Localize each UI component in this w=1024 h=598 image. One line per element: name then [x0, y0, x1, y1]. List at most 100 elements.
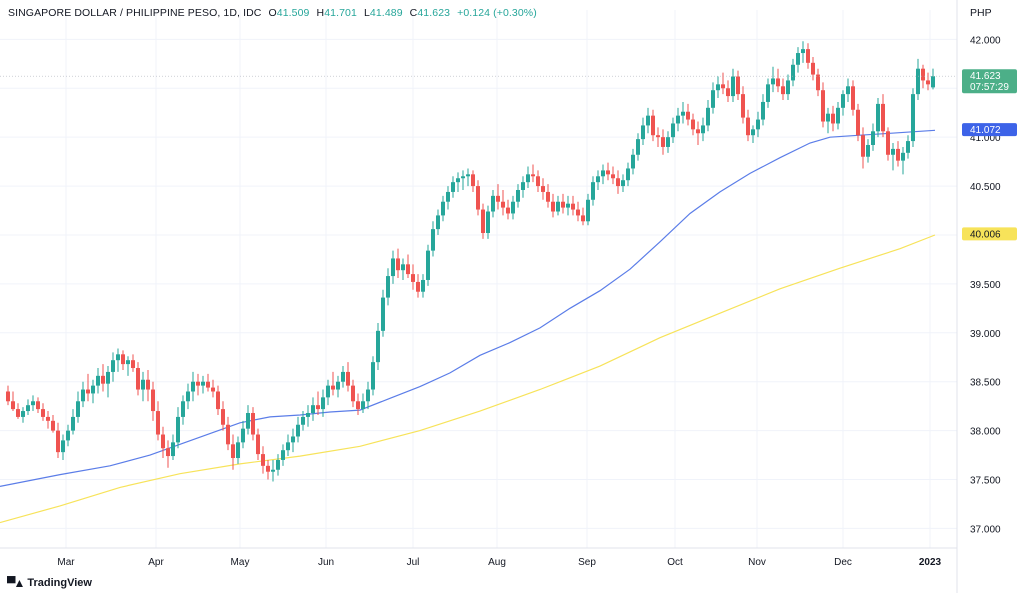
candle[interactable]: [311, 397, 315, 421]
candle[interactable]: [806, 43, 810, 69]
candle[interactable]: [836, 101, 840, 130]
candle[interactable]: [186, 383, 190, 410]
candle[interactable]: [201, 375, 205, 394]
candle[interactable]: [96, 368, 100, 394]
candle[interactable]: [526, 166, 530, 189]
candle[interactable]: [471, 170, 475, 192]
candle[interactable]: [766, 78, 770, 108]
candle[interactable]: [746, 109, 750, 142]
candle[interactable]: [506, 199, 510, 220]
candle[interactable]: [511, 195, 515, 220]
candle[interactable]: [41, 403, 45, 421]
candle[interactable]: [101, 364, 105, 392]
candle[interactable]: [341, 366, 345, 388]
candle[interactable]: [416, 274, 420, 298]
candle[interactable]: [66, 424, 70, 447]
candle[interactable]: [646, 107, 650, 134]
candle[interactable]: [771, 66, 775, 93]
candle[interactable]: [116, 348, 120, 372]
candle[interactable]: [221, 401, 225, 431]
candle[interactable]: [336, 375, 340, 398]
candle[interactable]: [621, 174, 625, 192]
candle[interactable]: [931, 68, 935, 90]
candle[interactable]: [611, 166, 615, 185]
candle[interactable]: [491, 189, 495, 218]
candle[interactable]: [441, 195, 445, 222]
candle[interactable]: [591, 176, 595, 206]
candle[interactable]: [196, 373, 200, 396]
candle[interactable]: [146, 369, 150, 402]
candle[interactable]: [6, 385, 10, 406]
candle[interactable]: [291, 428, 295, 453]
candle[interactable]: [31, 395, 35, 412]
candle[interactable]: [81, 381, 85, 408]
candle[interactable]: [226, 416, 230, 451]
candle[interactable]: [891, 143, 895, 171]
candle[interactable]: [71, 409, 75, 435]
candle[interactable]: [666, 131, 670, 153]
candle[interactable]: [421, 274, 425, 298]
candle[interactable]: [26, 399, 30, 415]
candle[interactable]: [106, 366, 110, 398]
tradingview-logo[interactable]: ▀▲ TradingView: [7, 576, 92, 590]
candle[interactable]: [826, 107, 830, 134]
candle[interactable]: [871, 123, 875, 151]
candle[interactable]: [51, 414, 55, 433]
candle[interactable]: [156, 401, 160, 441]
candle[interactable]: [661, 129, 665, 155]
candle[interactable]: [266, 459, 270, 480]
candle[interactable]: [451, 176, 455, 198]
candle[interactable]: [406, 254, 410, 279]
candle[interactable]: [396, 248, 400, 279]
candle[interactable]: [481, 203, 485, 239]
candle[interactable]: [811, 56, 815, 81]
candle[interactable]: [731, 68, 735, 102]
candle[interactable]: [171, 434, 175, 460]
candle[interactable]: [781, 78, 785, 100]
candle[interactable]: [516, 184, 520, 208]
candle[interactable]: [136, 362, 140, 396]
candle[interactable]: [456, 172, 460, 192]
candle[interactable]: [921, 64, 925, 89]
candle[interactable]: [496, 184, 500, 210]
candle[interactable]: [466, 168, 470, 187]
candle[interactable]: [206, 373, 210, 392]
candle[interactable]: [831, 105, 835, 132]
candle[interactable]: [701, 117, 705, 142]
candle[interactable]: [76, 391, 80, 423]
candle[interactable]: [361, 393, 365, 414]
candle[interactable]: [486, 205, 490, 239]
candle[interactable]: [536, 170, 540, 192]
candle[interactable]: [706, 99, 710, 132]
candle[interactable]: [846, 78, 850, 102]
candle[interactable]: [296, 416, 300, 443]
candle[interactable]: [16, 403, 20, 419]
candle[interactable]: [316, 391, 320, 415]
candle[interactable]: [691, 113, 695, 136]
candle[interactable]: [851, 80, 855, 116]
candle[interactable]: [551, 193, 555, 218]
candle[interactable]: [446, 186, 450, 210]
candle[interactable]: [756, 111, 760, 138]
candle[interactable]: [541, 178, 545, 200]
candle[interactable]: [681, 101, 685, 124]
candle[interactable]: [521, 176, 525, 198]
candle[interactable]: [801, 41, 805, 63]
candle[interactable]: [626, 162, 630, 187]
candle[interactable]: [786, 74, 790, 100]
candle[interactable]: [176, 407, 180, 449]
candle[interactable]: [351, 379, 355, 408]
candle[interactable]: [256, 428, 260, 460]
candle[interactable]: [326, 379, 330, 406]
candle[interactable]: [651, 109, 655, 142]
candle[interactable]: [246, 405, 250, 435]
candle[interactable]: [796, 47, 800, 73]
candle[interactable]: [856, 103, 860, 142]
candle[interactable]: [21, 407, 25, 423]
candle[interactable]: [476, 180, 480, 216]
candle[interactable]: [776, 68, 780, 93]
candle[interactable]: [636, 133, 640, 161]
candle[interactable]: [366, 381, 370, 410]
candle[interactable]: [216, 385, 220, 415]
